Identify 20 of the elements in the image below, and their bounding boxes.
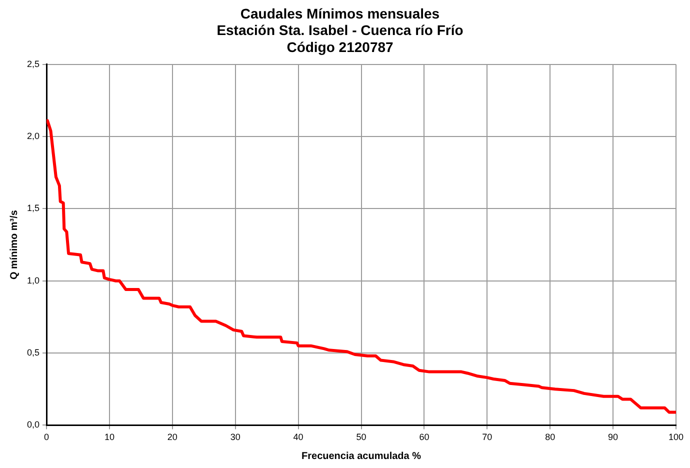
x-tick-label: 80 <box>545 432 556 442</box>
x-tick-label: 30 <box>230 432 240 442</box>
x-tick-label: 20 <box>167 432 178 442</box>
x-tick-label: 90 <box>608 432 618 442</box>
x-tick-label: 40 <box>293 432 304 442</box>
x-tick-label: 0 <box>44 432 50 442</box>
x-tick-label: 70 <box>482 432 492 442</box>
y-tick-label: 1,0 <box>26 275 40 286</box>
y-tick-label: 0,5 <box>26 348 40 358</box>
x-tick-label: 10 <box>104 432 114 442</box>
x-tick-label: 50 <box>356 432 366 442</box>
y-tick-label: 2,0 <box>26 131 40 142</box>
y-axis-title: Q mínimo m³/s <box>8 210 20 280</box>
x-tick-label: 60 <box>419 432 430 442</box>
y-tick-label: 2,5 <box>26 58 40 69</box>
x-axis-title: Frecuencia acumulada % <box>302 450 422 462</box>
x-tick-label: 100 <box>668 432 684 442</box>
y-tick-label: 0,0 <box>26 420 40 430</box>
chart-title: Caudales Mínimos mensuales Estación Sta. Isabel - Cuenca río Frío Código 2120787 <box>216 5 464 55</box>
y-tick-label: 1,5 <box>26 203 40 214</box>
